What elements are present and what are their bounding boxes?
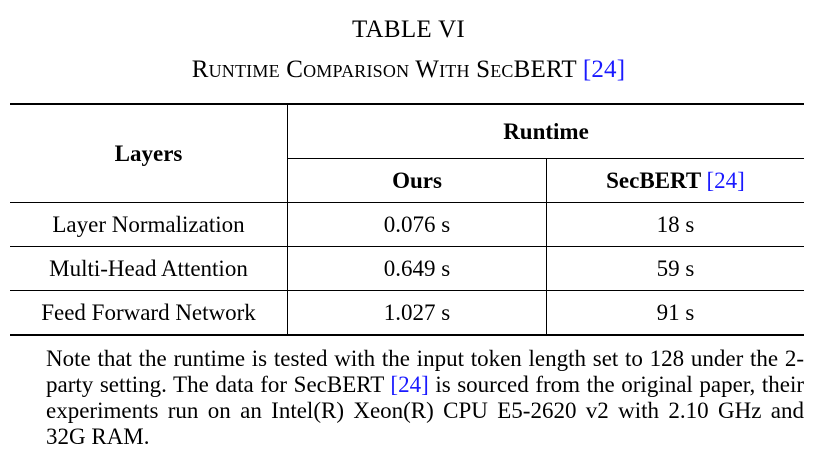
header-row-top: Layers Runtime	[10, 103, 804, 203]
cell-secbert-runtime: 18 s	[546, 202, 804, 247]
cell-ours-runtime: 1.027 s	[287, 290, 547, 336]
table-body: Layer Normalization 0.076 s 18 s Multi-H…	[10, 202, 804, 336]
cell-secbert-runtime: 91 s	[546, 290, 804, 336]
cell-layer: Layer Normalization	[10, 202, 288, 247]
note-text-part2: is sourced from the original paper, thei…	[46, 372, 804, 449]
note-citation-link[interactable]: [24]	[390, 372, 429, 397]
cell-layer: Feed Forward Network	[10, 290, 288, 336]
table-note: Note that the runtime is tested with the…	[46, 346, 804, 450]
table-header: Layers Runtime Ours SecBERT [24]	[10, 103, 804, 203]
header-layers: Layers	[10, 103, 288, 203]
cell-ours-runtime: 0.649 s	[287, 246, 547, 291]
table-row: Multi-Head Attention 0.649 s 59 s	[10, 246, 804, 291]
header-secbert-label: SecBERT	[606, 167, 701, 193]
header-secbert-citation-link[interactable]: [24]	[706, 167, 745, 193]
table-row: Layer Normalization 0.076 s 18 s	[10, 202, 804, 247]
header-runtime: Runtime	[287, 103, 804, 159]
cell-secbert-runtime: 59 s	[546, 246, 804, 291]
caption-text: Runtime Comparison With SecBERT	[191, 56, 577, 83]
table-label: TABLE VI	[351, 16, 466, 43]
header-ours: Ours	[287, 158, 547, 203]
cell-ours-runtime: 0.076 s	[287, 202, 547, 247]
table-row: Feed Forward Network 1.027 s 91 s	[10, 290, 804, 336]
note-text-part1: Note that the runtime is tested with the…	[46, 346, 804, 397]
runtime-comparison-table: Layers Runtime Ours SecBERT [24] Layer N…	[10, 103, 804, 336]
cell-layer: Multi-Head Attention	[10, 246, 288, 291]
caption-citation-link[interactable]: [24]	[582, 56, 626, 83]
header-secbert: SecBERT [24]	[546, 158, 804, 203]
header-row-sub: Ours SecBERT [24]	[10, 158, 804, 203]
table-caption: Runtime Comparison With SecBERT [24]	[0, 54, 817, 86]
